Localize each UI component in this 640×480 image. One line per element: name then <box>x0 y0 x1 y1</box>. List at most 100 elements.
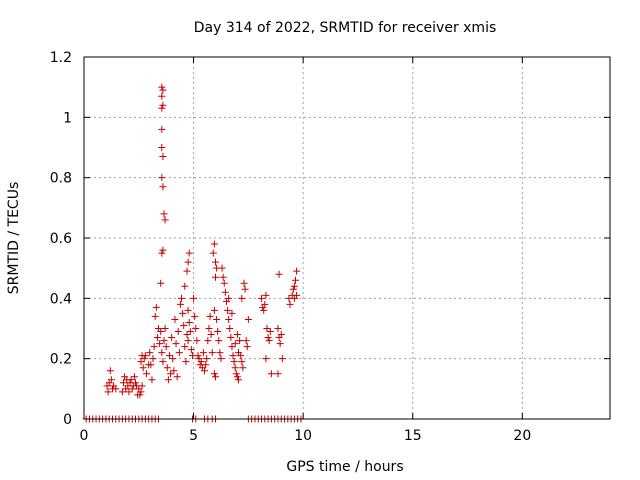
data-point <box>107 376 115 384</box>
data-point <box>159 86 167 94</box>
data-point <box>276 340 284 348</box>
data-point <box>159 246 167 254</box>
data-point <box>213 315 221 323</box>
data-point <box>119 379 127 387</box>
data-point <box>146 349 154 357</box>
y-tick-label: 0.2 <box>50 352 72 368</box>
data-point <box>141 352 149 360</box>
data-point <box>210 240 218 248</box>
data-point <box>158 144 166 151</box>
data-point <box>180 321 188 329</box>
data-point <box>167 370 175 378</box>
data-point <box>227 334 235 342</box>
data-point <box>193 337 201 345</box>
data-point <box>212 258 219 266</box>
data-point <box>262 291 270 299</box>
data-point <box>158 92 166 100</box>
data-point <box>274 325 282 332</box>
data-point <box>205 325 213 332</box>
data-point <box>173 373 181 381</box>
data-point <box>191 312 199 320</box>
data-point <box>152 303 160 311</box>
data-point <box>158 125 166 133</box>
data-point <box>240 279 248 287</box>
data-point <box>258 294 266 302</box>
data-point <box>175 349 183 357</box>
data-point <box>221 288 229 296</box>
data-point <box>212 273 219 281</box>
data-point <box>184 258 192 266</box>
data-point <box>132 379 140 387</box>
data-point <box>178 294 186 302</box>
chart-title: Day 314 of 2022, SRMTID for receiver xmi… <box>194 20 497 36</box>
data-point <box>158 174 166 182</box>
data-point <box>275 270 283 278</box>
data-point <box>157 328 165 336</box>
data-point <box>217 355 225 363</box>
plot-frame <box>83 56 611 420</box>
data-point <box>244 315 252 323</box>
data-point <box>185 318 193 326</box>
data-point <box>184 306 192 314</box>
data-point <box>172 340 180 348</box>
x-tick-labels: 0 5 10 15 20 <box>80 428 532 444</box>
data-point <box>153 334 161 342</box>
data-point <box>219 273 227 281</box>
data-point <box>278 355 286 363</box>
data-point <box>230 358 238 366</box>
data-point <box>185 249 193 257</box>
x-axis-label: GPS time / hours <box>286 459 403 475</box>
data-point <box>202 361 210 369</box>
data-point <box>233 331 241 339</box>
x-tick-label: 0 <box>80 428 89 444</box>
data-point <box>216 349 224 357</box>
data-point <box>293 267 301 275</box>
x-tick-label: 10 <box>294 428 312 444</box>
data-point <box>225 294 233 302</box>
data-point <box>265 337 273 345</box>
data-point <box>159 153 167 161</box>
data-point <box>159 101 167 109</box>
data-point <box>137 358 145 366</box>
data-point <box>277 331 285 339</box>
data-point <box>293 291 301 299</box>
data-point <box>176 300 184 308</box>
y-tick-label: 1.2 <box>50 50 72 66</box>
data-point <box>151 312 159 320</box>
data-point <box>125 388 133 396</box>
data-point <box>231 364 239 372</box>
data-point <box>159 183 167 191</box>
data-point <box>128 385 136 393</box>
data-point <box>142 370 150 378</box>
data-point <box>156 340 164 348</box>
data-point <box>192 325 200 332</box>
x-tick-label: 15 <box>404 428 422 444</box>
data-point <box>165 352 173 360</box>
data-point <box>237 352 245 360</box>
data-point <box>210 306 218 314</box>
data-point <box>236 337 244 345</box>
y-axis-label: SRMTID / TECUs <box>6 182 22 295</box>
data-point <box>231 340 239 348</box>
data-point <box>171 315 179 323</box>
y-tick-label: 0 <box>63 412 72 428</box>
data-point <box>214 328 222 336</box>
data-point <box>228 309 236 317</box>
data-point <box>267 370 275 378</box>
data-point <box>238 358 246 366</box>
data-point <box>190 294 198 302</box>
data-point <box>235 376 243 384</box>
data-point <box>233 373 241 381</box>
data-point <box>162 343 170 351</box>
data-point <box>218 264 226 272</box>
data-point <box>112 385 120 393</box>
data-point <box>263 325 271 332</box>
data-point <box>127 376 135 384</box>
data-point <box>160 210 168 218</box>
y-tick-label: 0.6 <box>50 231 72 247</box>
data-point <box>228 343 236 351</box>
data-point <box>161 325 169 332</box>
data-point <box>164 376 172 384</box>
data-point <box>199 349 207 357</box>
y-tick-label: 0.4 <box>50 291 72 307</box>
